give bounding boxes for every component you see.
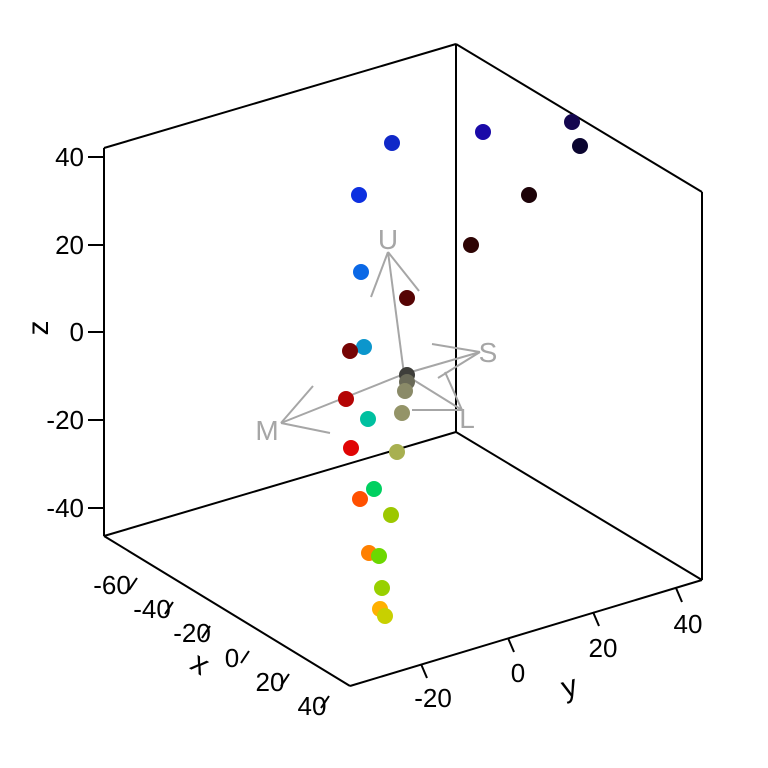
y-tick-label: 40 [674,609,703,639]
x-tick-mark [320,695,330,709]
x-tick-label: 0 [225,643,239,673]
box-edge-8 [455,431,703,581]
vector-line [280,385,314,424]
data-point [356,339,372,355]
data-point [366,481,382,497]
vector-line [431,343,481,353]
box-edge-0 [103,43,457,149]
box-edge-1 [455,43,703,193]
vector-u: U [370,224,420,375]
z-axis-label: z [22,321,55,336]
vector-label: L [459,403,475,434]
data-point [338,391,354,407]
data-point [360,411,376,427]
vector-line [403,351,481,375]
data-point [397,383,413,399]
vector-line [280,422,331,434]
y-tick-mark [420,663,428,679]
y-tick-label: 0 [511,658,525,688]
vector-label: U [378,224,398,255]
y-tick-label: 20 [589,633,618,663]
x-tick-label: 40 [298,691,327,721]
box-edge-5 [103,535,351,687]
vector-s: S [403,337,498,379]
x-axis-label: x [185,646,215,682]
data-point [394,405,410,421]
y-tick-mark [592,611,600,627]
vector-line [387,251,405,375]
box-edge-6 [349,579,703,687]
bounding-box [103,43,703,687]
x-tick-label: -60 [93,570,131,600]
data-point [377,608,393,624]
x-tick-label: -20 [173,618,211,648]
z-tick-label: 20 [55,230,84,260]
y-tick-label: -20 [414,683,452,713]
y-tick-mark [675,587,683,603]
data-point [521,187,537,203]
x-tick-mark [164,601,174,615]
y-tick-mark [507,637,515,653]
data-point [463,237,479,253]
data-point [352,491,368,507]
vector-line [370,251,389,298]
data-point [384,135,400,151]
x-tick-mark [280,673,290,687]
x-tick-mark [201,625,211,639]
vector-label: M [255,415,278,446]
vector-arrows: U S L M [255,224,497,446]
axis-labels: z x y [22,321,581,705]
x-tick-mark [128,577,138,591]
data-points [338,114,588,624]
data-point [399,290,415,306]
z-tick-label: 40 [55,142,84,172]
vector-line [444,371,463,411]
data-point [389,444,405,460]
y-axis-label: y [558,669,582,705]
data-point [371,548,387,564]
data-point [374,580,390,596]
data-point [353,264,369,280]
vector-m: M [255,373,405,446]
x-tick-mark [240,650,250,664]
data-point [383,507,399,523]
data-point [351,187,367,203]
x-tick-label: -40 [133,594,171,624]
data-point [475,124,491,140]
data-point [343,440,359,456]
data-point [564,114,580,130]
data-point [342,343,358,359]
x-tick-label: 20 [256,667,285,697]
vector-label: S [479,337,498,368]
vector-line [387,251,420,292]
vector-line [437,351,481,379]
z-tick-label: -20 [46,405,84,435]
data-point [572,138,588,154]
z-tick-label: -40 [46,493,84,523]
z-tick-label: 0 [70,317,84,347]
